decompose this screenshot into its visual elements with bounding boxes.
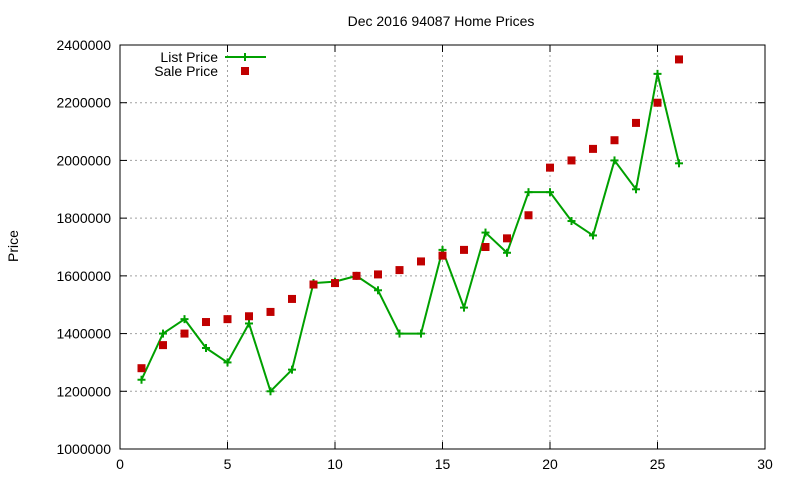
sale-price-point — [567, 156, 576, 165]
list-price-point — [632, 185, 640, 194]
list-price-point — [266, 387, 275, 396]
list-price-point — [395, 329, 404, 338]
legend: List Price Sale Price — [154, 49, 266, 79]
sale-price-point — [589, 144, 597, 153]
x-tick-label: 5 — [224, 456, 232, 472]
sale-price-point — [524, 211, 533, 220]
legend-sale-price-marker — [241, 67, 249, 75]
sale-price-point — [632, 118, 640, 127]
list-price-point — [417, 329, 425, 338]
y-tick-label: 1600000 — [56, 268, 111, 284]
series-list-price — [137, 69, 683, 396]
x-tick-labels: 0 5 10 15 20 25 30 — [116, 456, 773, 472]
y-tick-label: 2400000 — [56, 37, 111, 53]
sale-price-point — [481, 243, 490, 251]
list-price-point — [503, 248, 511, 257]
y-tick-labels: 1000000 1200000 1400000 1600000 1800000 20000… — [56, 37, 111, 457]
list-price-point — [524, 188, 533, 197]
sale-price-point — [223, 315, 232, 324]
sale-price-point — [395, 266, 404, 275]
y-axis-label: Price — [5, 230, 21, 262]
list-price-point — [567, 217, 576, 226]
list-price-point — [653, 69, 662, 78]
sale-price-point — [137, 364, 146, 373]
list-price-point — [137, 375, 146, 384]
list-price-line — [140, 72, 680, 393]
sale-price-point — [653, 98, 662, 107]
list-price-point — [589, 231, 597, 240]
y-tick-label: 2000000 — [56, 152, 111, 168]
sale-price-point — [331, 279, 339, 288]
sale-price-point — [503, 234, 511, 243]
x-tick-label: 10 — [327, 456, 343, 472]
list-price-point — [159, 329, 167, 338]
x-tick-label: 15 — [435, 456, 451, 472]
y-tick-label: 1000000 — [56, 441, 111, 457]
list-price-point — [288, 365, 296, 374]
sale-price-point — [438, 251, 447, 260]
sale-price-point — [374, 270, 382, 279]
series-sale-price — [137, 55, 683, 373]
y-tick-label: 1200000 — [56, 383, 111, 399]
list-price-point — [223, 358, 232, 367]
sale-price-point — [309, 280, 318, 289]
sale-price-point — [266, 307, 275, 316]
sale-price-point — [202, 318, 210, 327]
legend-list-price-sample — [225, 53, 266, 61]
sale-price-point — [288, 294, 296, 303]
x-tick-label: 25 — [650, 456, 666, 472]
list-price-point — [546, 188, 554, 197]
sale-price-point — [546, 163, 554, 172]
y-tick-label: 1800000 — [56, 210, 111, 226]
legend-list-price-marker — [241, 53, 249, 61]
x-tick-label: 30 — [757, 456, 773, 472]
chart-title: Dec 2016 94087 Home Prices — [348, 13, 535, 29]
ticks — [119, 44, 766, 450]
sale-price-point — [460, 245, 468, 254]
y-tick-label: 1400000 — [56, 326, 111, 342]
list-price-point — [180, 315, 189, 324]
list-price-point — [675, 159, 683, 168]
list-price-point — [202, 344, 210, 352]
legend-sale-price-label: Sale Price — [154, 63, 218, 79]
list-price-point — [245, 319, 253, 328]
list-price-point — [481, 228, 490, 237]
sale-price-point — [159, 341, 167, 350]
legend-list-price-label: List Price — [160, 49, 218, 65]
sale-price-point — [675, 55, 683, 64]
list-price-point — [460, 303, 468, 312]
x-tick-label: 0 — [116, 456, 124, 472]
sale-price-point — [245, 312, 253, 321]
legend-sale-price-sample — [241, 67, 249, 75]
sale-price-point — [352, 271, 361, 280]
y-tick-label: 2200000 — [56, 95, 111, 111]
sale-price-point — [610, 136, 619, 145]
list-price-point — [374, 286, 382, 295]
x-tick-label: 20 — [542, 456, 558, 472]
list-price-point — [610, 156, 619, 165]
sale-price-point — [180, 329, 189, 338]
series-layer — [137, 55, 683, 396]
sale-price-point — [417, 257, 425, 266]
